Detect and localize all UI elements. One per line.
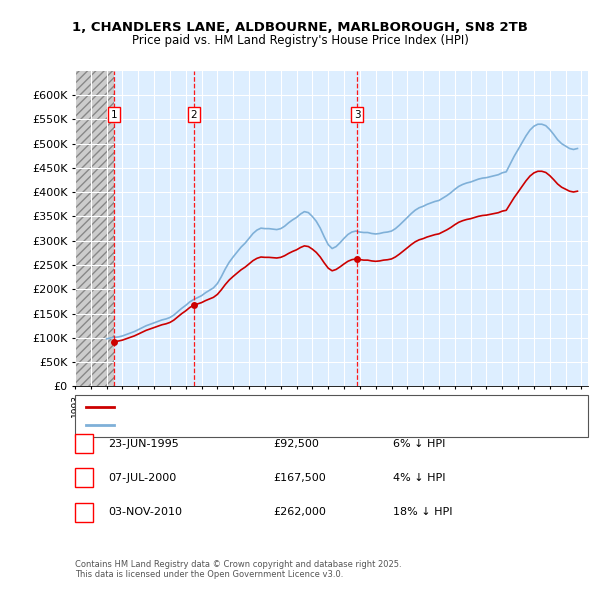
Point: [189, 300, 199, 310]
Text: Contains HM Land Registry data © Crown copyright and database right 2025.
This d: Contains HM Land Registry data © Crown c…: [75, 560, 401, 579]
Text: 2: 2: [80, 473, 88, 483]
Text: £167,500: £167,500: [273, 473, 326, 483]
Text: Price paid vs. HM Land Registry's House Price Index (HPI): Price paid vs. HM Land Registry's House …: [131, 34, 469, 47]
Text: 1: 1: [80, 439, 88, 448]
Text: 18% ↓ HPI: 18% ↓ HPI: [393, 507, 452, 517]
Text: £262,000: £262,000: [273, 507, 326, 517]
Bar: [75, 71, 114, 386]
Text: 03-NOV-2010: 03-NOV-2010: [108, 507, 182, 517]
Text: 07-JUL-2000: 07-JUL-2000: [108, 473, 176, 483]
Text: 3: 3: [80, 507, 88, 517]
Text: 3: 3: [354, 110, 361, 120]
Point: [353, 254, 362, 264]
Text: 23-JUN-1995: 23-JUN-1995: [108, 439, 179, 448]
Text: HPI: Average price, detached house, Wiltshire: HPI: Average price, detached house, Wilt…: [119, 420, 342, 430]
Text: 6% ↓ HPI: 6% ↓ HPI: [393, 439, 445, 448]
Text: £92,500: £92,500: [273, 439, 319, 448]
Bar: [75, 71, 114, 386]
Text: 1, CHANDLERS LANE, ALDBOURNE, MARLBOROUGH, SN8 2TB: 1, CHANDLERS LANE, ALDBOURNE, MARLBOROUG…: [72, 21, 528, 34]
Text: 1, CHANDLERS LANE, ALDBOURNE, MARLBOROUGH, SN8 2TB (detached house): 1, CHANDLERS LANE, ALDBOURNE, MARLBOROUG…: [119, 402, 510, 412]
Text: 4% ↓ HPI: 4% ↓ HPI: [393, 473, 445, 483]
Text: 2: 2: [191, 110, 197, 120]
Text: 1: 1: [111, 110, 118, 120]
Point: [109, 337, 119, 346]
